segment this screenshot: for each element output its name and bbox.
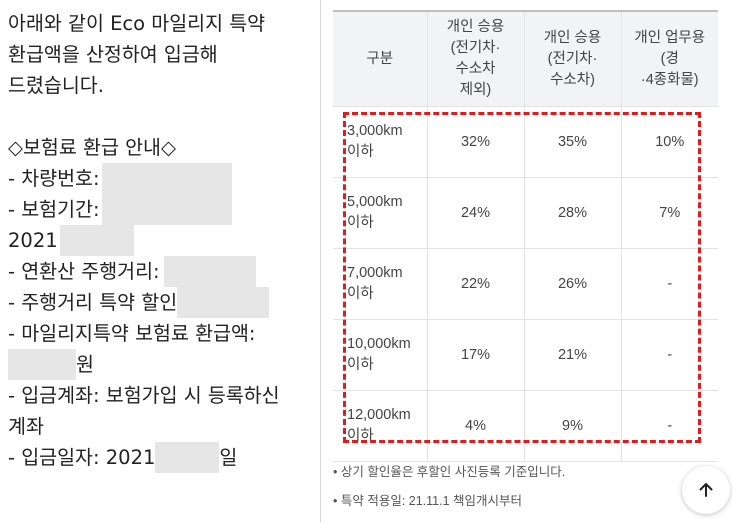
footnote-1-text: 상기 할인율은 후할인 사진등록 기준입니다.: [340, 465, 566, 479]
header-business-use: 개인 업무용 (경 ·4종화물): [620, 10, 718, 107]
discount-rate-table: 구분 개인 승용 (전기차· 수소차 제외) 개인 승용 (전기차· 수소차) 개인 업무…: [333, 10, 718, 462]
arrow-up-icon: [699, 483, 713, 497]
redacted-block: [59, 225, 134, 256]
date-line: - 입금일자: 2021 일: [8, 442, 308, 473]
refund-heading: ◇보험료 환급 안내◇: [8, 136, 176, 159]
rate-cell: 32%: [426, 106, 524, 178]
car-number-label: - 차량번호:: [8, 167, 100, 190]
date-prefix: - 입금일자: 2021: [8, 446, 156, 469]
redacted-block: [101, 163, 232, 194]
redacted-block: [163, 256, 256, 287]
account-line-2: 계좌: [8, 415, 44, 438]
footnote-2: • 특약 적용일: 21.11.1 책임개시부터: [333, 494, 523, 508]
account-line-1: - 입금계좌: 보험가입 시 등록하신: [8, 384, 280, 407]
period-year-line: 2021: [8, 225, 308, 256]
distance-cell: 3,000km 이하: [333, 106, 427, 178]
footnote-1: • 상기 할인율은 후할인 사진등록 기준입니다.: [333, 465, 566, 479]
rate-cell: 17%: [426, 319, 524, 391]
header-category: 구분: [333, 10, 427, 107]
header-personal-car-excl-ev: 개인 승용 (전기차· 수소차 제외): [426, 10, 524, 107]
table-header-row: 구분 개인 승용 (전기차· 수소차 제외) 개인 승용 (전기차· 수소차) 개인 업무…: [333, 10, 718, 107]
date-suffix: 일: [219, 446, 238, 469]
annual-distance-line: - 연환산 주행거리:: [8, 256, 308, 287]
intro-line-3: 드렸습니다.: [8, 74, 104, 97]
rate-cell: 22%: [426, 248, 524, 320]
rate-cell: -: [620, 390, 718, 462]
redacted-block: [8, 349, 76, 380]
period-year: 2021: [8, 229, 58, 252]
rate-cell: 4%: [426, 390, 524, 462]
table-row: 5,000km 이하 24% 28% 7%: [333, 177, 718, 249]
rate-cell: 28%: [523, 177, 621, 249]
redacted-block: [155, 442, 220, 473]
table-row: 12,000km 이하 4% 9% -: [333, 390, 718, 462]
table-row: 7,000km 이하 22% 26% -: [333, 248, 718, 320]
rate-cell: -: [620, 248, 718, 320]
refund-unit: 원: [76, 353, 94, 376]
rate-cell: 21%: [523, 319, 621, 391]
period-line: - 보험기간:: [8, 194, 308, 225]
intro-line-1: 아래와 같이 Eco 마일리지 특약: [8, 12, 266, 35]
redacted-block: [101, 194, 232, 225]
column-divider: [320, 0, 321, 522]
refund-label-line: - 마일리지특약 보험료 환급액:: [8, 322, 256, 345]
rate-cell: 35%: [523, 106, 621, 178]
discount-label: - 주행거리 특약 할인: [8, 291, 178, 314]
annual-distance-label: - 연환산 주행거리:: [8, 260, 160, 283]
refund-amount-line: 원: [8, 349, 308, 380]
rate-cell: 24%: [426, 177, 524, 249]
rate-cell: 7%: [620, 177, 718, 249]
header-personal-car-ev: 개인 승용 (전기차· 수소차): [523, 10, 621, 107]
discount-table-container: 구분 개인 승용 (전기차· 수소차 제외) 개인 승용 (전기차· 수소차) 개인 업무…: [333, 10, 718, 462]
message-text: 아래와 같이 Eco 마일리지 특약 환급액을 산정하여 입금해 드렸습니다. …: [8, 8, 308, 473]
period-label: - 보험기간:: [8, 198, 100, 221]
distance-cell: 10,000km 이하: [333, 319, 427, 391]
footnote-2-text: 특약 적용일: 21.11.1 책임개시부터: [340, 494, 523, 508]
distance-cell: 7,000km 이하: [333, 248, 427, 320]
intro-line-2: 환급액을 산정하여 입금해: [8, 43, 218, 66]
discount-line: - 주행거리 특약 할인: [8, 287, 308, 318]
car-number-line: - 차량번호:: [8, 163, 308, 194]
rate-cell: 26%: [523, 248, 621, 320]
scroll-to-top-button[interactable]: [682, 466, 730, 514]
rate-cell: -: [620, 319, 718, 391]
rate-cell: 9%: [523, 390, 621, 462]
distance-cell: 5,000km 이하: [333, 177, 427, 249]
redacted-block: [177, 287, 270, 318]
distance-cell: 12,000km 이하: [333, 390, 427, 462]
table-row: 3,000km 이하 32% 35% 10%: [333, 106, 718, 178]
rate-cell: 10%: [620, 106, 718, 178]
table-row: 10,000km 이하 17% 21% -: [333, 319, 718, 391]
